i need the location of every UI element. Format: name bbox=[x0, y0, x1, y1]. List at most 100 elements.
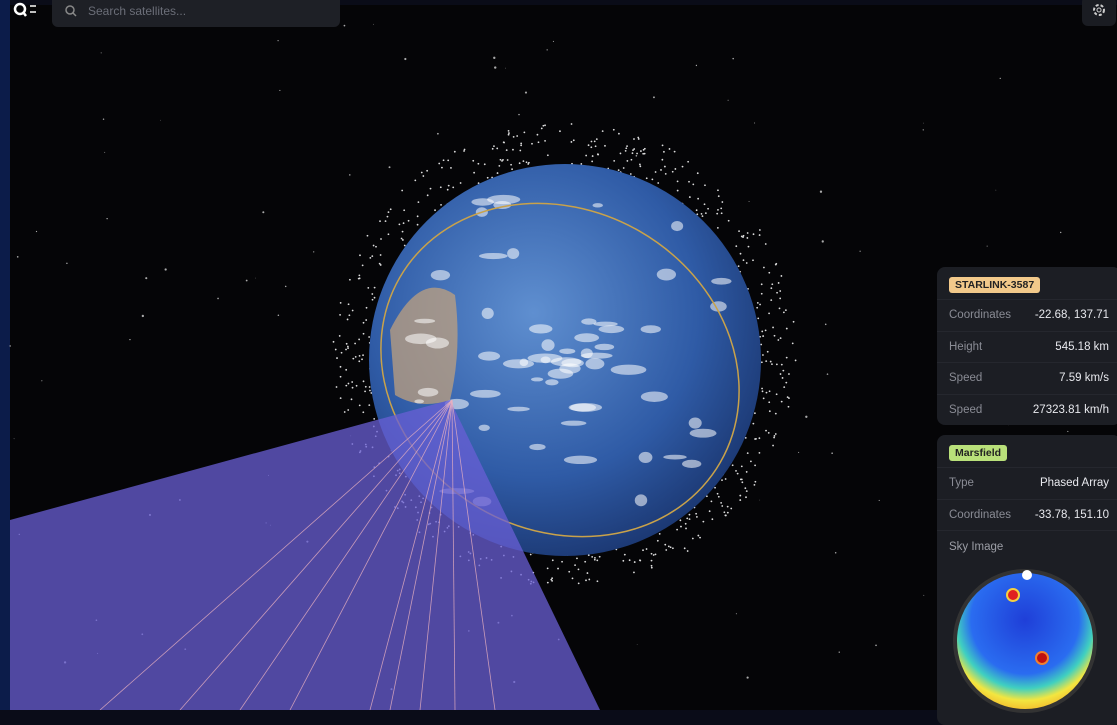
satellite-dot bbox=[642, 148, 645, 151]
satellite-dot bbox=[340, 351, 343, 354]
satellite-dot bbox=[686, 517, 689, 520]
satellite-dot bbox=[369, 256, 372, 259]
satellite-dot bbox=[334, 348, 337, 351]
satellite-dot bbox=[624, 149, 627, 152]
satellite-dot bbox=[531, 142, 533, 145]
satellite-dot bbox=[679, 519, 682, 522]
cloud bbox=[430, 270, 451, 281]
satellite-dot bbox=[588, 578, 591, 581]
satellite-dot bbox=[351, 386, 354, 389]
star bbox=[9, 345, 11, 347]
satellite-dot bbox=[638, 559, 641, 562]
satellite-dot bbox=[368, 404, 371, 407]
satellite-dot bbox=[577, 568, 580, 571]
satellite-dot bbox=[612, 128, 615, 131]
satellite-dot bbox=[752, 259, 754, 262]
satellite-dot bbox=[762, 397, 765, 400]
satellite-dot bbox=[768, 410, 771, 413]
satellite-dot bbox=[416, 215, 419, 218]
star bbox=[552, 40, 554, 42]
cloud bbox=[507, 406, 530, 412]
cloud bbox=[574, 333, 600, 343]
cloud bbox=[634, 494, 648, 507]
star bbox=[922, 129, 924, 131]
ray bbox=[99, 399, 453, 710]
satellite-dot bbox=[665, 549, 668, 551]
satellite-dot bbox=[586, 572, 589, 574]
cloud bbox=[405, 333, 437, 345]
satellite-dot bbox=[568, 570, 571, 573]
settings-button[interactable] bbox=[1082, 0, 1116, 26]
info-row: Coordinates -33.78, 151.10 bbox=[937, 498, 1117, 531]
logo[interactable] bbox=[12, 0, 40, 25]
satellite-dot bbox=[364, 385, 367, 388]
satellite-dot bbox=[761, 387, 763, 390]
satellite-dot bbox=[347, 409, 350, 411]
satellite-dot bbox=[761, 330, 764, 333]
star bbox=[826, 373, 829, 375]
satellite-dot bbox=[453, 150, 456, 153]
satellite-dot bbox=[704, 184, 706, 187]
row-label: Speed bbox=[949, 372, 983, 385]
cloud bbox=[529, 443, 546, 451]
satellite-dot bbox=[542, 124, 545, 127]
satellite-dot bbox=[684, 522, 687, 525]
satellite-dot bbox=[373, 296, 376, 299]
satellite-dot bbox=[422, 175, 425, 177]
satellite-dot bbox=[721, 505, 724, 507]
star bbox=[748, 201, 750, 203]
satellite-dot bbox=[591, 556, 594, 558]
satellite-dot bbox=[546, 581, 549, 584]
star bbox=[262, 211, 265, 214]
satellite-dot bbox=[768, 401, 771, 404]
search-box[interactable]: Search satellites... bbox=[52, 0, 340, 27]
satellite-dot bbox=[352, 357, 355, 360]
row-label: Height bbox=[949, 340, 983, 353]
satellite-dot bbox=[760, 283, 763, 286]
satellite-dot bbox=[752, 233, 755, 236]
satellite-dot bbox=[590, 140, 593, 143]
cloud bbox=[487, 194, 521, 205]
settings-icon bbox=[1093, 4, 1105, 16]
satellite-dot bbox=[362, 332, 365, 335]
star bbox=[349, 174, 351, 176]
satellite-dot bbox=[496, 172, 499, 174]
satellite-dot bbox=[400, 237, 403, 240]
satellite-dot bbox=[587, 554, 590, 557]
row-value: 545.18 km bbox=[1055, 340, 1109, 353]
info-row: Type Phased Array bbox=[937, 467, 1117, 499]
satellite-dot bbox=[696, 516, 698, 518]
satellite-dot bbox=[339, 397, 342, 399]
satellite-dot bbox=[613, 159, 616, 162]
satellite-dot bbox=[570, 123, 573, 125]
star bbox=[875, 644, 877, 647]
satellite-dot bbox=[591, 155, 594, 157]
satellite-dot bbox=[593, 558, 596, 561]
star bbox=[102, 118, 105, 120]
satellite-dot bbox=[622, 167, 625, 169]
satellite-dot bbox=[561, 560, 563, 563]
cloud bbox=[481, 307, 494, 320]
satellite-dot bbox=[705, 495, 708, 498]
cloud bbox=[560, 420, 587, 426]
satellite-dot bbox=[339, 301, 342, 304]
satellite-dot bbox=[362, 321, 365, 324]
satellite-dot bbox=[401, 189, 404, 192]
cloud bbox=[593, 321, 618, 327]
satellite-dot bbox=[636, 152, 638, 155]
satellite-dot bbox=[574, 564, 576, 567]
star bbox=[404, 57, 407, 61]
satellite-dot bbox=[757, 317, 760, 320]
satellite-dot bbox=[364, 390, 366, 393]
satellite-dot bbox=[379, 264, 382, 266]
satellite-dot bbox=[440, 203, 442, 206]
satellite-dot bbox=[441, 166, 443, 169]
satellite-dot bbox=[764, 243, 767, 245]
row-value: 7.59 km/s bbox=[1059, 372, 1109, 385]
row-value: -33.78, 151.10 bbox=[1034, 508, 1109, 521]
satellite-dot bbox=[358, 360, 361, 363]
star bbox=[999, 77, 1001, 80]
satellite-dot bbox=[702, 520, 705, 523]
star bbox=[217, 297, 219, 300]
satellite-dot bbox=[650, 559, 653, 562]
